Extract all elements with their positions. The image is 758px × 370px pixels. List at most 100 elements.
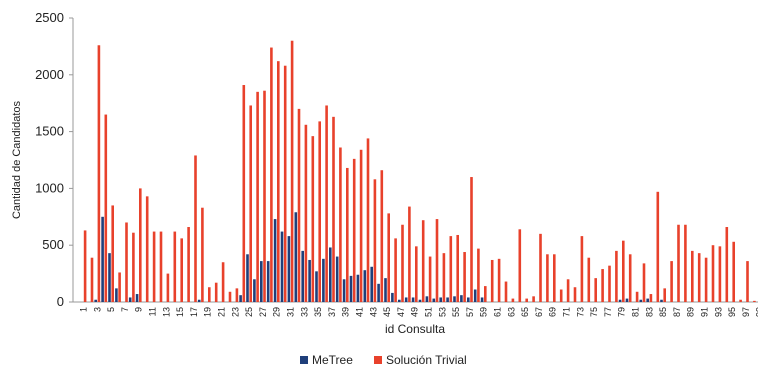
bar-metree — [480, 297, 484, 302]
bar-solucion-trivial — [718, 246, 722, 302]
bar-metree — [411, 297, 415, 302]
bar-solucion-trivial — [559, 289, 563, 302]
bar-solucion-trivial — [387, 213, 390, 302]
bar-metree — [322, 258, 325, 302]
x-tick-label: 17 — [189, 307, 199, 317]
x-tick-label: 7 — [120, 307, 130, 312]
bar-metree — [260, 261, 263, 302]
bar-metree — [639, 299, 643, 302]
bar-solucion-trivial — [684, 224, 687, 302]
bar-metree — [128, 297, 132, 302]
bar-metree — [115, 288, 118, 302]
x-tick-label: 87 — [672, 307, 682, 317]
bar-metree — [349, 275, 353, 302]
x-tick-label: 27 — [258, 307, 268, 317]
bar-solucion-trivial — [401, 224, 404, 302]
bar-solucion-trivial — [173, 231, 177, 302]
bar-metree — [618, 299, 622, 302]
bar-metree — [625, 298, 629, 302]
x-tick-label: 65 — [520, 307, 530, 317]
x-tick-label: 77 — [603, 307, 613, 317]
bar-solucion-trivial — [711, 245, 715, 302]
bar-solucion-trivial — [346, 167, 349, 302]
bar-metree — [439, 297, 442, 302]
x-tick-label: 95 — [727, 307, 737, 317]
bar-solucion-trivial — [256, 91, 259, 302]
x-tick-label: 31 — [286, 307, 296, 317]
bar-solucion-trivial — [704, 257, 708, 302]
bar-metree — [94, 299, 97, 302]
bar-solucion-trivial — [532, 296, 535, 302]
bar-solucion-trivial — [83, 230, 87, 302]
bar-metree — [246, 254, 249, 302]
x-tick-label: 57 — [465, 307, 475, 317]
bar-metree — [384, 278, 387, 302]
x-tick-label: 29 — [272, 307, 282, 317]
bar-solucion-trivial — [325, 105, 328, 302]
x-tick-label: 21 — [217, 307, 227, 317]
bar-solucion-trivial — [670, 261, 673, 302]
x-tick-label: 37 — [327, 307, 337, 317]
bar-solucion-trivial — [470, 177, 473, 302]
legend-label-metree: MeTree — [312, 353, 353, 367]
bar-metree — [287, 236, 291, 302]
bar-solucion-trivial — [484, 286, 487, 302]
bar-solucion-trivial — [194, 155, 197, 302]
legend: MeTree Solución Trivial — [300, 353, 467, 367]
bar-metree — [418, 299, 422, 302]
bar-solucion-trivial — [601, 269, 604, 302]
bar-solucion-trivial — [587, 257, 591, 302]
bar-solucion-trivial — [442, 253, 446, 302]
bar-solucion-trivial — [208, 287, 211, 302]
bar-metree — [660, 299, 663, 302]
bar-solucion-trivial — [546, 254, 549, 302]
legend-swatch-metree — [300, 356, 308, 364]
x-tick-label: 19 — [203, 307, 213, 317]
bar-solucion-trivial — [415, 246, 418, 302]
bar-solucion-trivial — [159, 231, 163, 302]
x-tick-label: 55 — [451, 307, 461, 317]
bar-solucion-trivial — [380, 170, 384, 302]
bar-solucion-trivial — [221, 262, 225, 302]
bar-metree — [266, 261, 270, 302]
bar-metree — [356, 274, 360, 302]
bar-solucion-trivial — [132, 232, 135, 302]
x-tick-label: 5 — [106, 307, 116, 312]
y-tick-label: 500 — [42, 237, 64, 252]
bar-solucion-trivial — [553, 254, 556, 302]
bar-solucion-trivial — [359, 149, 363, 302]
y-tick-label: 1500 — [35, 124, 64, 139]
x-tick-label: 15 — [175, 307, 185, 317]
x-tick-label: 35 — [313, 307, 323, 317]
bar-metree — [101, 216, 104, 302]
bar-solucion-trivial — [421, 220, 425, 302]
bar-solucion-trivial — [615, 250, 618, 302]
bar-metree — [398, 299, 401, 302]
x-tick-labels: 1 3 5 7 9 11 13 15 17 19 21 23 25 27 29 31 33 35 37 39 41 43 4… — [79, 307, 758, 317]
bar-solucion-trivial — [622, 240, 625, 302]
bar-metree — [253, 279, 256, 302]
bar-metree — [280, 231, 284, 302]
x-axis-label: id Consulta — [385, 322, 445, 336]
bar-solucion-trivial — [449, 236, 453, 302]
x-tick-label: 99 — [755, 307, 758, 317]
bar-solucion-trivial — [242, 85, 246, 303]
y-tick-labels: 0 500 1000 1500 2000 2500 — [35, 10, 73, 309]
bar-metree — [391, 292, 394, 302]
x-tick-label: 9 — [134, 307, 144, 312]
x-tick-label: 11 — [148, 307, 158, 316]
bar-solucion-trivial — [297, 108, 301, 302]
bar-metree — [377, 283, 380, 302]
bar-solucion-trivial — [428, 256, 432, 302]
bar-solucion-trivial — [628, 254, 632, 302]
bar-solucion-trivial — [663, 288, 666, 302]
x-tick-label: 45 — [382, 307, 392, 317]
x-tick-label: 79 — [617, 307, 627, 317]
bar-solucion-trivial — [152, 231, 156, 302]
bar-solucion-trivial — [725, 227, 729, 302]
bar-solucion-trivial — [739, 299, 742, 302]
bar-solucion-trivial — [497, 258, 501, 302]
legend-swatch-solucion-trivial — [374, 356, 382, 364]
bar-solucion-trivial — [697, 253, 701, 302]
